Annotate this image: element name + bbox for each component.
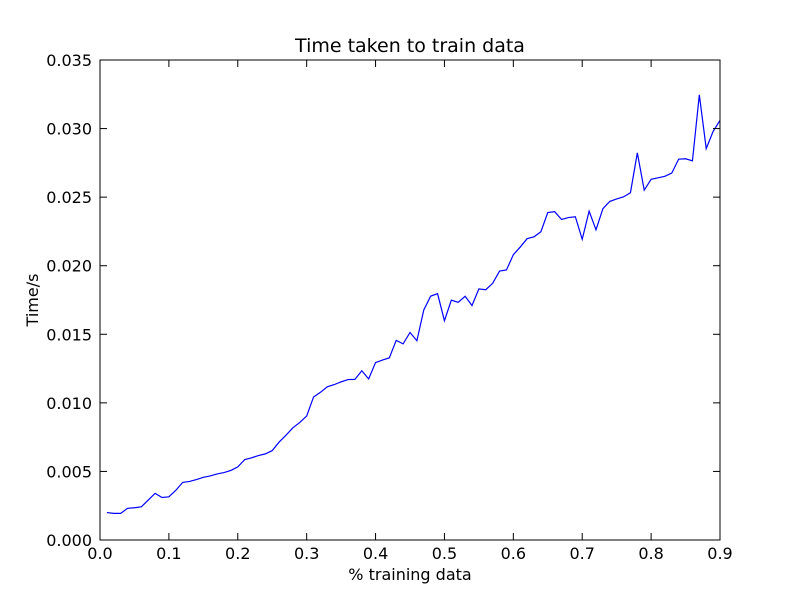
x-tick-label: 0.3 [294, 544, 319, 563]
y-tick-label: 0.010 [46, 394, 92, 413]
y-tick-label: 0.020 [46, 257, 92, 276]
axis-ticks: 0.0 0.1 0.2 0.3 0.4 0.5 0.6 0.7 0.8 0.9 0.000 0.005… [46, 51, 733, 563]
y-tick-label: 0.005 [46, 462, 92, 481]
x-tick-label: 0.7 [569, 544, 594, 563]
y-tick-label: 0.030 [46, 120, 92, 139]
x-tick-label: 0.4 [363, 544, 388, 563]
chart-title: Time taken to train data [294, 35, 525, 57]
x-tick-label: 0.9 [707, 544, 732, 563]
x-tick-label: 0.8 [638, 544, 663, 563]
x-tick-label: 0.2 [225, 544, 250, 563]
plot-area [106, 94, 721, 514]
y-tick-label: 0.035 [46, 51, 92, 70]
x-tick-label: 0.1 [156, 544, 181, 563]
y-tick-label: 0.015 [46, 325, 92, 344]
y-axis-title: Time/s [23, 274, 42, 328]
x-tick-label: 0.0 [87, 544, 112, 563]
x-tick-label: 0.6 [501, 544, 526, 563]
x-axis-title: % training data [348, 565, 471, 584]
x-tick-label: 0.5 [432, 544, 457, 563]
y-tick-label: 0.025 [46, 188, 92, 207]
axes-frame [99, 59, 721, 541]
series-line-0 [106, 94, 721, 514]
y-tick-label: 0.000 [46, 531, 92, 550]
